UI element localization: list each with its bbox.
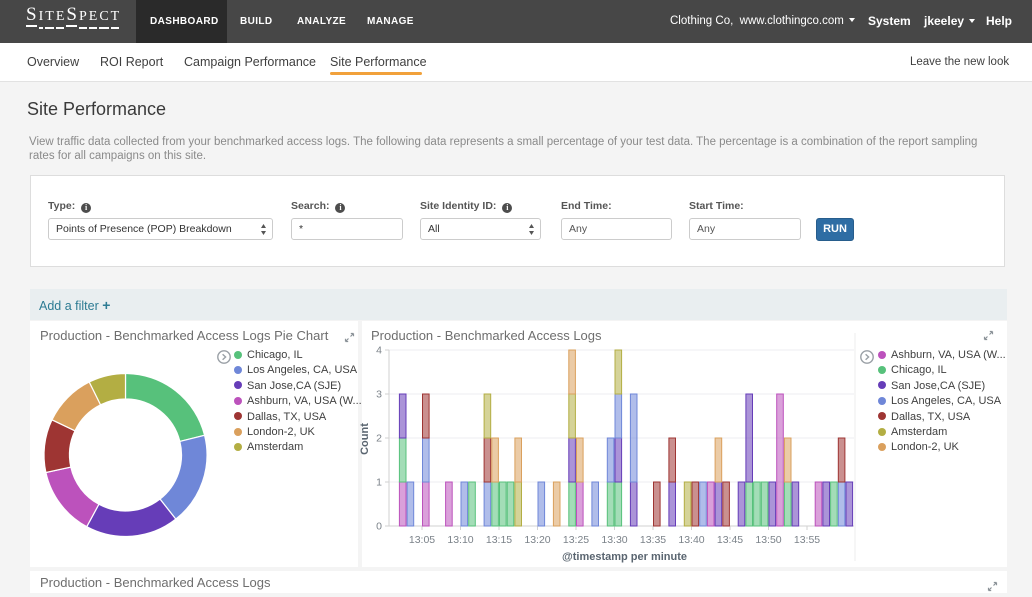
- svg-text:13:10: 13:10: [447, 534, 473, 546]
- svg-text:13:05: 13:05: [409, 534, 435, 546]
- svg-text:0: 0: [376, 521, 382, 533]
- svg-text:1: 1: [376, 477, 382, 489]
- svg-text:13:50: 13:50: [755, 534, 781, 546]
- svg-text:2: 2: [376, 433, 382, 445]
- svg-text:13:45: 13:45: [717, 534, 743, 546]
- svg-text:13:55: 13:55: [794, 534, 820, 546]
- svg-text:4: 4: [376, 345, 382, 357]
- svg-text:13:25: 13:25: [563, 534, 589, 546]
- svg-text:13:40: 13:40: [678, 534, 704, 546]
- svg-text:13:35: 13:35: [640, 534, 666, 546]
- svg-text:13:30: 13:30: [601, 534, 627, 546]
- svg-text:13:15: 13:15: [486, 534, 512, 546]
- svg-text:3: 3: [376, 389, 382, 401]
- svg-text:13:20: 13:20: [524, 534, 550, 546]
